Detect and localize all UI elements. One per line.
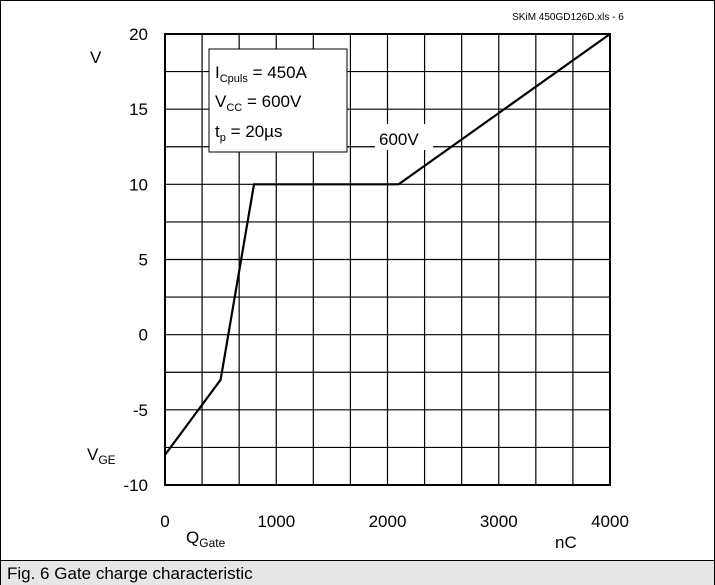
- gate-charge-chart: 0 1000 2000 3000 4000 20 15 10 5 0 -5 -10 SKiM 450G…: [87, 12, 629, 552]
- condition-voltage-main: V: [215, 92, 227, 111]
- y-axis-label-main: V: [87, 445, 99, 464]
- series-label-bg: [375, 124, 433, 150]
- x-axis-label-sub: Gate: [199, 536, 225, 550]
- figure-caption: Fig. 6 Gate charge characteristic: [7, 564, 253, 583]
- condition-pulse-sub: p: [220, 132, 226, 144]
- y-unit-label: V: [90, 48, 102, 67]
- y-tick-label: 20: [129, 25, 148, 44]
- y-tick-label: 5: [139, 251, 148, 270]
- y-tick-label: 0: [139, 326, 148, 345]
- y-tick-label: -5: [133, 401, 148, 420]
- x-axis-label-main: Q: [186, 528, 199, 547]
- condition-current-rest: = 450A: [248, 63, 308, 82]
- x-axis-label: QGate: [186, 528, 226, 550]
- conditions-box: [208, 48, 348, 153]
- x-tick-label: 1000: [257, 512, 295, 531]
- x-tick-label: 0: [160, 512, 169, 531]
- condition-current: ICpuls = 450A: [215, 63, 308, 85]
- x-tick-label: 4000: [591, 512, 629, 531]
- x-tick-label: 2000: [369, 512, 407, 531]
- condition-pulse-main: t: [215, 122, 220, 141]
- file-label: SKiM 450GD126D.xls - 6: [512, 12, 624, 23]
- y-tick-label: 15: [129, 100, 148, 119]
- condition-voltage-sub: CC: [226, 102, 242, 114]
- y-axis-label: VGE: [87, 445, 116, 467]
- x-unit-label: nC: [555, 533, 577, 552]
- tick-labels: 0 1000 2000 3000 4000 20 15 10 5 0 -5 -10: [123, 25, 628, 531]
- y-tick-label: -10: [123, 476, 148, 495]
- condition-pulse: tp = 20µs: [215, 122, 282, 144]
- y-tick-label: 10: [129, 175, 148, 194]
- condition-voltage-rest: = 600V: [242, 92, 302, 111]
- x-tick-label: 3000: [480, 512, 518, 531]
- condition-pulse-rest: = 20µs: [226, 122, 283, 141]
- y-axis-label-sub: GE: [98, 453, 115, 467]
- series-layer: [164, 33, 611, 456]
- series-label: 600V: [379, 130, 419, 149]
- condition-current-sub: Cpuls: [220, 73, 249, 85]
- caption-bar: Fig. 6 Gate charge characteristic: [1, 560, 714, 585]
- condition-voltage: VCC = 600V: [215, 92, 302, 114]
- condition-current-main: I: [215, 63, 220, 82]
- series-line: [164, 33, 611, 456]
